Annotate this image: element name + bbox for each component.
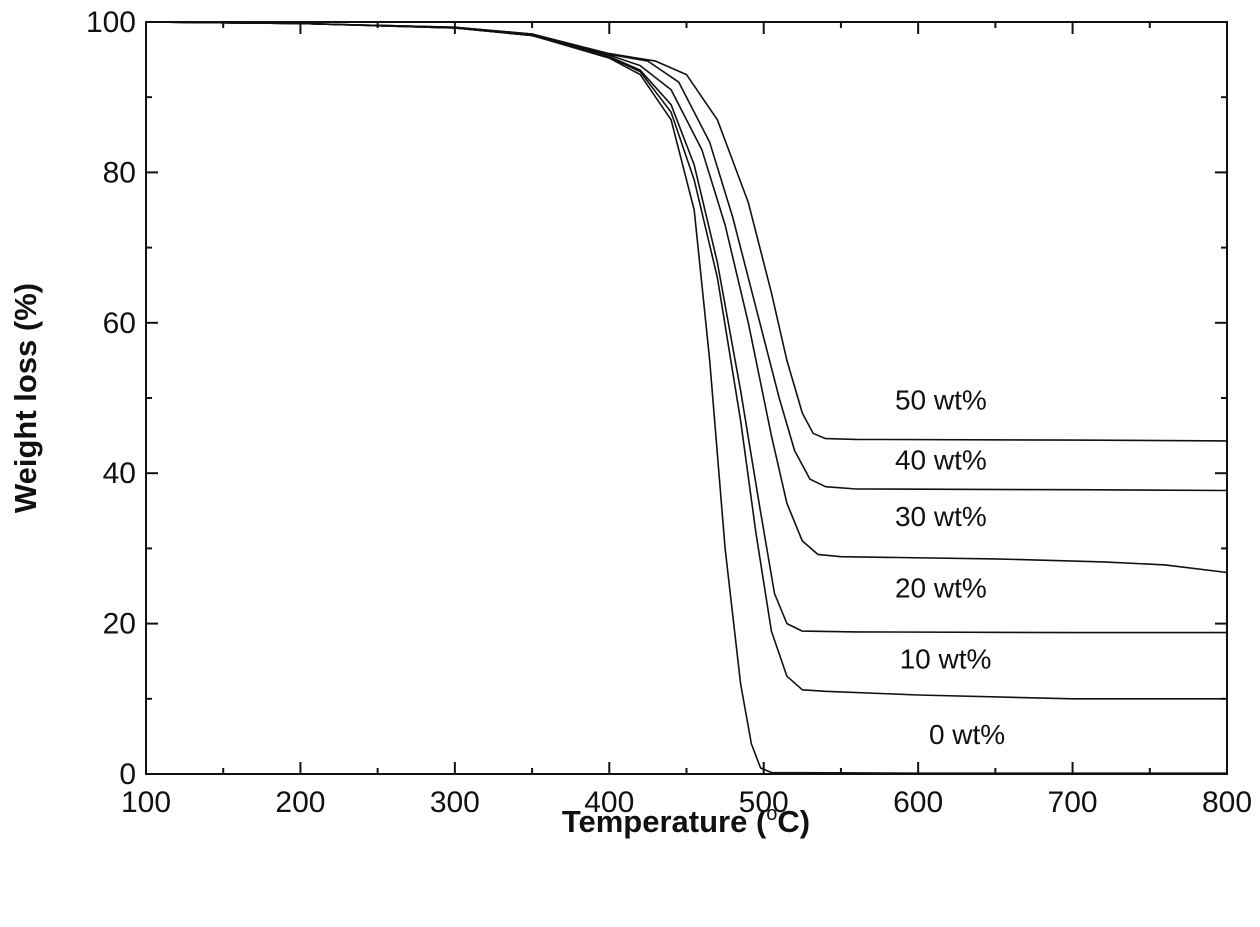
x-tick-label: 800 xyxy=(1202,786,1252,819)
series-label: 40 wt% xyxy=(895,444,987,475)
x-tick-label: 500 xyxy=(739,786,789,819)
plot-frame xyxy=(145,21,1228,775)
y-axis-title: Weight loss (%) xyxy=(8,283,43,513)
x-axis-title: Temperature (oC) xyxy=(562,803,810,839)
series-label: 30 wt% xyxy=(895,501,987,532)
x-tick-label: 600 xyxy=(893,786,943,819)
series-label: 50 wt% xyxy=(895,384,987,415)
y-tick-label: 40 xyxy=(103,457,136,490)
series-labels: 50 wt% 40 wt% 30 wt% 20 wt% 10 wt% 0 wt% xyxy=(895,384,1005,750)
series-label: 0 wt% xyxy=(929,719,1005,750)
series-label: 10 wt% xyxy=(900,644,992,675)
plot-area: 100 200 300 400 500 600 700 800 0 20 40 60 80 100 50… xyxy=(86,6,1252,819)
series-line-4 xyxy=(145,21,1228,492)
y-tick-label: 20 xyxy=(103,608,136,641)
x-tick-label: 700 xyxy=(1048,786,1098,819)
series-line-1 xyxy=(145,21,1227,700)
x-tick-label: 400 xyxy=(584,786,634,819)
x-tick-label: 200 xyxy=(275,786,325,819)
x-tick-label: 300 xyxy=(430,786,480,819)
series-line-0 xyxy=(145,21,1227,774)
y-tick-label: 80 xyxy=(103,156,136,189)
series-label: 20 wt% xyxy=(895,572,987,603)
y-tick-label: 60 xyxy=(103,307,136,340)
series-line-5 xyxy=(145,21,1228,442)
y-axis-ticks: 0 20 40 60 80 100 xyxy=(86,6,1227,791)
series-line-2 xyxy=(145,21,1227,634)
y-tick-label: 0 xyxy=(119,758,136,791)
x-tick-label: 100 xyxy=(121,786,171,819)
x-axis-ticks: 100 200 300 400 500 600 700 800 xyxy=(121,22,1252,819)
y-tick-label: 100 xyxy=(86,6,136,39)
series-lines xyxy=(145,21,1228,774)
